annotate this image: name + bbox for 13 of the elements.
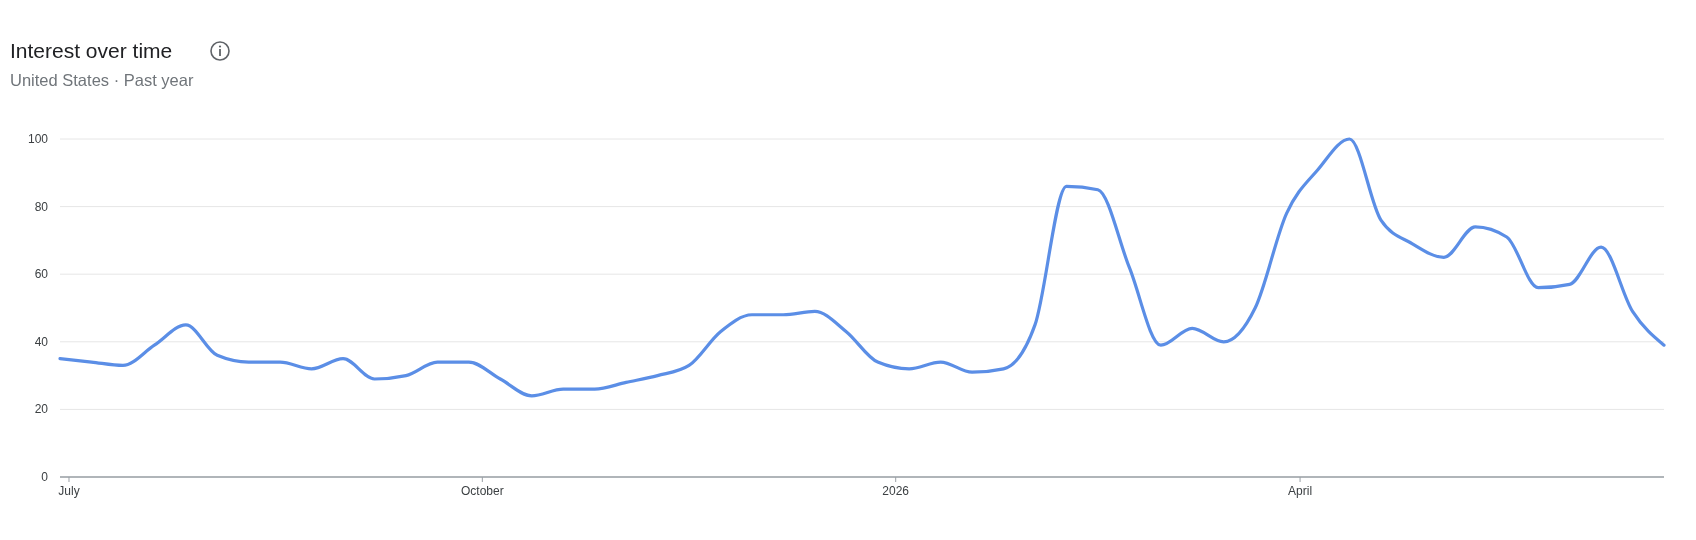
y-tick-label: 0 (41, 470, 49, 484)
chart-subtitle: United States · Past year (10, 71, 194, 89)
x-tick-label: April (1288, 484, 1313, 498)
y-tick-label: 80 (34, 199, 49, 214)
x-tick-label: October (461, 484, 504, 498)
x-tick-label: July (58, 484, 80, 498)
chart-title: Interest over time (10, 39, 173, 62)
y-tick-label: 100 (27, 132, 49, 146)
x-tick-label: 2026 (882, 484, 910, 498)
y-tick-label: 20 (34, 402, 49, 417)
y-tick-label: 60 (34, 267, 49, 282)
y-tick-label: 40 (34, 334, 49, 349)
line-series (58, 137, 1666, 398)
